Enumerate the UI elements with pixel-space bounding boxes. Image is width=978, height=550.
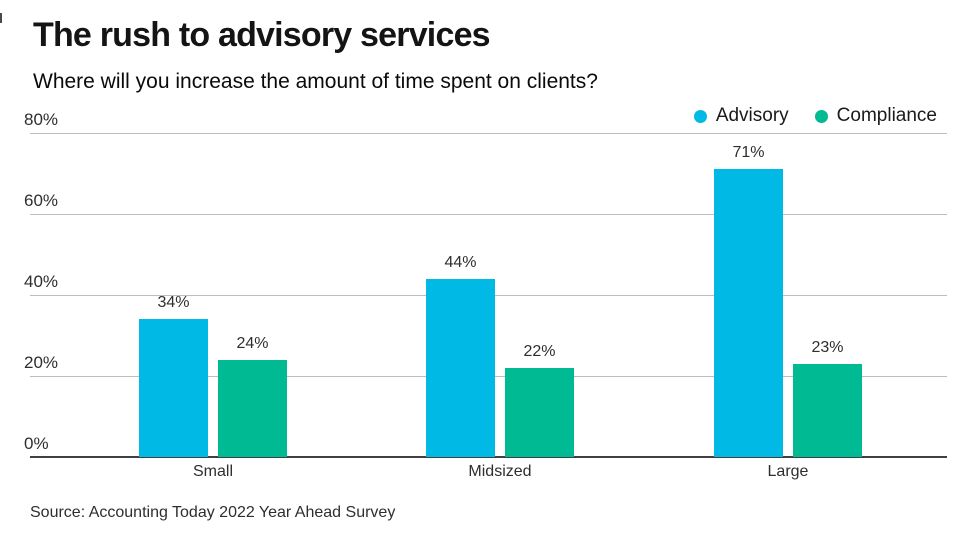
category-label-midsized: Midsized	[468, 463, 532, 480]
source-attribution: Source: Accounting Today 2022 Year Ahead…	[30, 504, 396, 521]
chart-subtitle: Where will you increase the amount of ti…	[33, 70, 598, 93]
bar-advisory-large	[714, 169, 783, 457]
legend-item-compliance: Compliance	[814, 105, 937, 127]
ytick-label-80: 80%	[24, 110, 59, 129]
bar-advisory-small	[139, 319, 208, 457]
bar-compliance-midsized	[505, 367, 574, 457]
bar-compliance-large	[793, 363, 862, 457]
value-label-advisory-large: 71%	[732, 144, 765, 162]
bar-compliance-small	[218, 359, 287, 457]
value-label-compliance-large: 23%	[811, 338, 844, 356]
value-label-compliance-midsized: 22%	[523, 342, 556, 360]
chart-title: The rush to advisory services	[33, 16, 491, 54]
gridline-80	[30, 133, 947, 134]
screen-edge-artifact	[0, 13, 2, 23]
legend-label-compliance: Compliance	[836, 105, 937, 126]
ytick-label-60: 60%	[24, 191, 59, 210]
legend-label-advisory: Advisory	[715, 105, 789, 126]
ytick-label-40: 40%	[24, 272, 59, 291]
value-label-compliance-small: 24%	[236, 334, 269, 352]
value-label-advisory-midsized: 44%	[444, 253, 477, 271]
x-axis-line	[30, 456, 947, 458]
gridline-60	[30, 214, 947, 215]
legend: Advisory Compliance	[693, 105, 937, 127]
ytick-label-20: 20%	[24, 353, 59, 372]
legend-dot-icon-compliance	[814, 109, 828, 123]
category-label-large: Large	[767, 463, 809, 480]
category-label-small: Small	[192, 463, 233, 480]
ytick-label-0: 0%	[24, 434, 49, 453]
legend-item-advisory: Advisory	[693, 105, 789, 127]
legend-dot-icon-advisory	[693, 109, 707, 123]
value-label-advisory-small: 34%	[157, 294, 190, 312]
bar-advisory-midsized	[426, 278, 495, 457]
